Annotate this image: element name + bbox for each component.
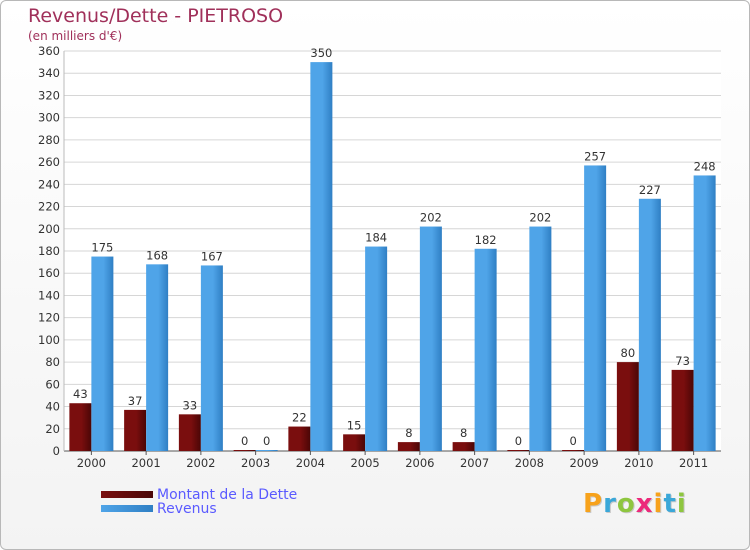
y-tick-label-0: 0 bbox=[53, 444, 60, 458]
data-label-dette-2001: 37 bbox=[128, 394, 143, 408]
bar-revenus-2004 bbox=[310, 62, 333, 451]
data-label-revenus-2000: 175 bbox=[91, 241, 113, 255]
bar-dette-2009 bbox=[562, 450, 585, 451]
data-label-dette-2003: 0 bbox=[241, 434, 248, 448]
y-tick-label-160: 160 bbox=[38, 266, 60, 280]
x-tick-label-2004: 2004 bbox=[296, 456, 325, 470]
bar-dette-2006 bbox=[397, 442, 420, 451]
y-tick-label-260: 260 bbox=[38, 155, 60, 169]
data-label-dette-2007: 8 bbox=[460, 426, 467, 440]
logo-letter: r bbox=[603, 489, 617, 519]
x-tick-label-2003: 2003 bbox=[241, 456, 270, 470]
bar-revenus-2007 bbox=[474, 248, 497, 451]
y-tick-label-200: 200 bbox=[38, 222, 60, 236]
x-tick-label-2011: 2011 bbox=[679, 456, 708, 470]
logo-letter: i bbox=[653, 489, 664, 519]
bar-dette-2008 bbox=[507, 450, 530, 451]
data-label-revenus-2004: 350 bbox=[310, 46, 332, 60]
logo-letter: x bbox=[635, 489, 654, 519]
x-tick-label-2007: 2007 bbox=[460, 456, 489, 470]
y-tick-label-320: 320 bbox=[38, 88, 60, 102]
data-label-revenus-2008: 202 bbox=[529, 211, 551, 225]
y-tick-label-280: 280 bbox=[38, 133, 60, 147]
proxiti-logo: Proxiti bbox=[583, 489, 687, 519]
bar-dette-2000 bbox=[69, 403, 92, 451]
bar-dette-2004 bbox=[288, 426, 311, 451]
data-label-dette-2008: 0 bbox=[515, 434, 522, 448]
y-tick-label-300: 300 bbox=[38, 111, 60, 125]
bar-revenus-2001 bbox=[146, 264, 169, 451]
x-tick-label-2001: 2001 bbox=[131, 456, 160, 470]
bar-revenus-2003 bbox=[255, 450, 278, 451]
data-label-revenus-2011: 248 bbox=[694, 159, 716, 173]
y-tick-label-220: 220 bbox=[38, 200, 60, 214]
data-label-revenus-2006: 202 bbox=[420, 211, 442, 225]
legend-label-dette: Montant de la Dette bbox=[157, 487, 298, 503]
bar-revenus-2011 bbox=[693, 175, 716, 451]
data-label-revenus-2002: 167 bbox=[201, 249, 223, 263]
data-label-revenus-2010: 227 bbox=[639, 183, 661, 197]
x-tick-label-2010: 2010 bbox=[624, 456, 653, 470]
data-label-revenus-2005: 184 bbox=[365, 231, 387, 245]
bar-revenus-2000 bbox=[91, 256, 114, 451]
y-tick-label-240: 240 bbox=[38, 177, 60, 191]
y-tick-label-60: 60 bbox=[45, 377, 60, 391]
logo-letter: o bbox=[616, 489, 636, 519]
bar-revenus-2002 bbox=[200, 265, 223, 451]
data-label-revenus-2007: 182 bbox=[475, 233, 497, 247]
bar-dette-2001 bbox=[124, 409, 147, 451]
data-label-dette-2011: 73 bbox=[675, 354, 690, 368]
x-tick-label-2006: 2006 bbox=[405, 456, 434, 470]
bar-dette-2007 bbox=[452, 442, 475, 451]
logo-letter: t bbox=[663, 489, 677, 519]
bar-dette-2011 bbox=[671, 369, 694, 451]
bar-revenus-2008 bbox=[529, 226, 552, 451]
y-tick-label-20: 20 bbox=[45, 422, 60, 436]
y-tick-label-140: 140 bbox=[38, 288, 60, 302]
bar-dette-2005 bbox=[343, 434, 366, 451]
y-tick-label-360: 360 bbox=[38, 44, 60, 58]
data-label-dette-2000: 43 bbox=[73, 387, 88, 401]
data-label-dette-2002: 33 bbox=[183, 398, 198, 412]
x-tick-label-2000: 2000 bbox=[77, 456, 106, 470]
data-label-dette-2005: 15 bbox=[347, 418, 362, 432]
data-label-revenus-2009: 257 bbox=[584, 149, 606, 163]
y-tick-label-40: 40 bbox=[45, 400, 60, 414]
data-label-dette-2009: 0 bbox=[569, 434, 576, 448]
y-tick-label-120: 120 bbox=[38, 311, 60, 325]
y-tick-label-80: 80 bbox=[45, 355, 60, 369]
x-tick-label-2002: 2002 bbox=[186, 456, 215, 470]
bar-dette-2003 bbox=[233, 450, 256, 451]
y-tick-label-100: 100 bbox=[38, 333, 60, 347]
bar-revenus-2005 bbox=[365, 246, 388, 451]
x-tick-label-2005: 2005 bbox=[350, 456, 379, 470]
data-label-dette-2010: 80 bbox=[621, 346, 636, 360]
chart-subtitle: (en milliers d'€) bbox=[28, 29, 123, 43]
x-tick-label-2009: 2009 bbox=[569, 456, 598, 470]
data-label-revenus-2003: 0 bbox=[263, 434, 270, 448]
bar-revenus-2006 bbox=[419, 226, 442, 451]
bar-dette-2002 bbox=[178, 414, 201, 451]
data-label-dette-2006: 8 bbox=[405, 426, 412, 440]
y-tick-label-180: 180 bbox=[38, 244, 60, 258]
chart-title: Revenus/Dette - PIETROSO bbox=[28, 5, 284, 27]
y-tick-label-340: 340 bbox=[38, 66, 60, 80]
legend-swatch-revenus bbox=[101, 505, 153, 512]
legend-swatch-dette bbox=[101, 491, 153, 498]
bar-dette-2010 bbox=[616, 362, 639, 451]
bar-revenus-2010 bbox=[638, 198, 661, 451]
x-tick-label-2008: 2008 bbox=[515, 456, 544, 470]
data-label-revenus-2001: 168 bbox=[146, 248, 168, 262]
legend-label-revenus: Revenus bbox=[157, 501, 217, 517]
data-label-dette-2004: 22 bbox=[292, 411, 307, 425]
logo-letter: P bbox=[583, 489, 604, 519]
bar-revenus-2009 bbox=[584, 165, 607, 451]
logo-letter: i bbox=[676, 489, 687, 519]
